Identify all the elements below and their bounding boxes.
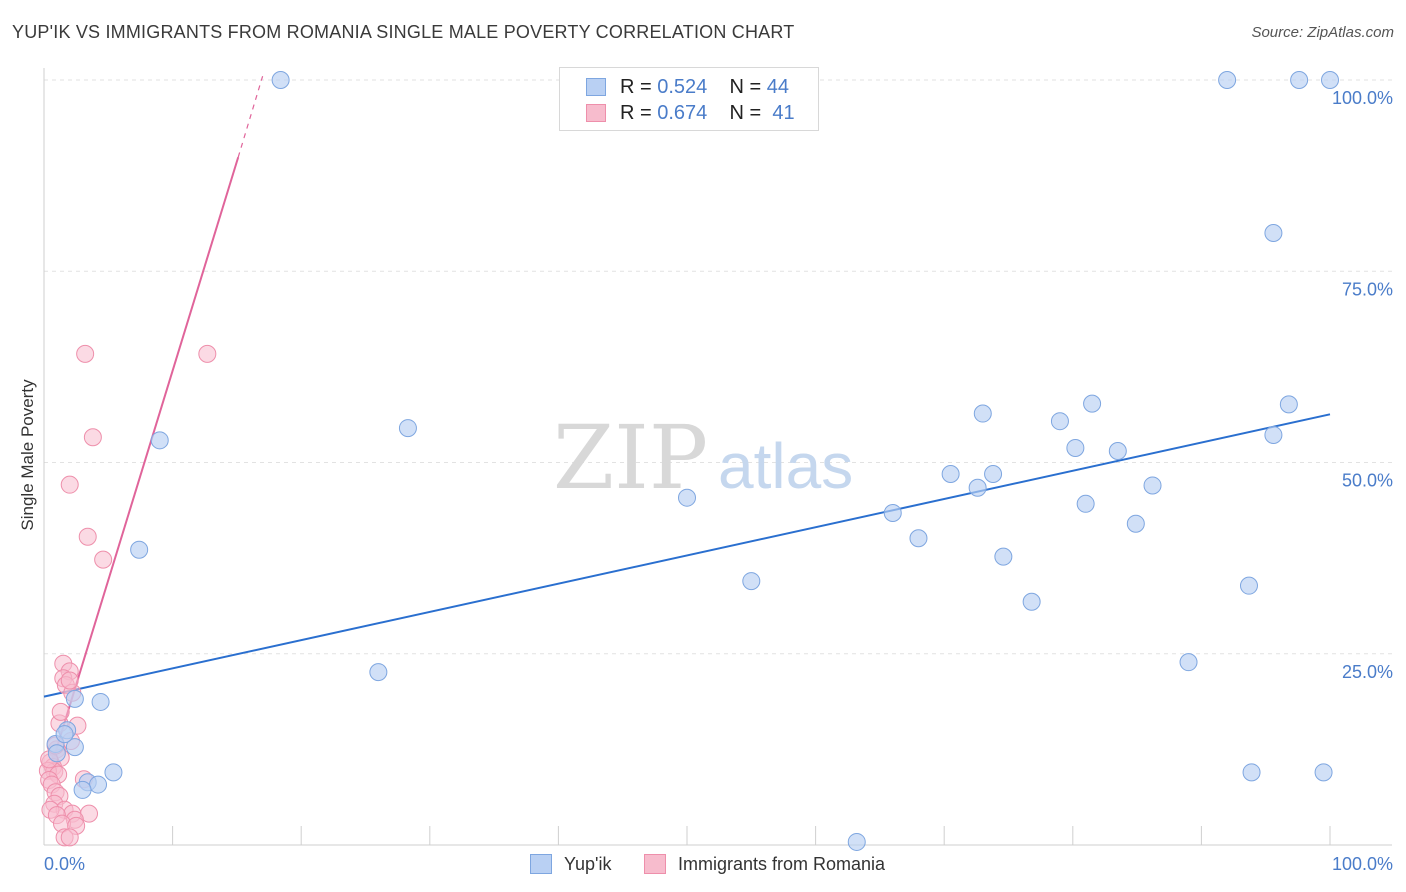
pink-swatch: [586, 104, 606, 122]
legend-row-romania: R = 0.674 N = 41: [586, 101, 795, 125]
legend-row-yupik: R = 0.524 N = 44: [586, 75, 789, 99]
point-yupik: [1126, 514, 1145, 533]
point-yupik: [1264, 425, 1283, 444]
gridlines: [44, 79, 1392, 655]
point-yupik: [104, 763, 123, 782]
point-yupik: [678, 488, 696, 507]
n-label: N =: [729, 101, 762, 124]
point-romania: [83, 428, 102, 447]
point-yupik: [1314, 763, 1333, 782]
point-yupik: [1179, 653, 1198, 672]
point-yupik: [1076, 494, 1095, 513]
chart-title: YUP'IK VS IMMIGRANTS FROM ROMANIA SINGLE…: [12, 22, 795, 42]
tick-labels: 25.0% 50.0% 75.0% 100.0% 0.0% 100.0%: [44, 88, 1393, 874]
r-value: 0.524: [657, 75, 708, 98]
n-value: 44: [766, 75, 790, 98]
point-yupik: [130, 540, 149, 559]
data-points: [38, 71, 1339, 851]
y-tick-label: 25.0%: [1342, 662, 1393, 682]
legend-label: Immigrants from Romania: [678, 853, 886, 874]
point-yupik: [994, 547, 1013, 566]
point-yupik: [150, 431, 169, 450]
trend-line-yupik: [43, 413, 1331, 698]
point-yupik: [1264, 224, 1283, 242]
pink-swatch: [644, 854, 666, 874]
legend-label: Yup'ik: [564, 853, 612, 874]
source-label: Source: ZipAtlas.com: [1251, 24, 1394, 41]
trend-line-romania: [237, 76, 264, 158]
point-yupik: [1242, 763, 1261, 782]
point-romania: [60, 475, 79, 494]
y-tick-label: 100.0%: [1332, 88, 1393, 108]
point-romania: [78, 527, 97, 546]
point-yupik: [1022, 592, 1041, 611]
r-label: R =: [620, 75, 652, 98]
point-romania: [51, 702, 70, 721]
point-yupik: [369, 663, 388, 682]
point-yupik: [1321, 71, 1339, 89]
point-yupik: [984, 464, 1003, 483]
y-tick-label: 75.0%: [1342, 279, 1393, 299]
point-romania: [60, 671, 79, 690]
point-yupik: [271, 71, 290, 89]
point-yupik: [73, 780, 92, 799]
bottom-legend-yupik: Yup'ik: [530, 851, 611, 877]
point-yupik: [1108, 442, 1127, 461]
trend-lines: [43, 76, 1331, 769]
point-yupik: [65, 689, 84, 708]
point-yupik: [398, 419, 417, 438]
point-romania: [60, 828, 79, 847]
y-tick-label: 50.0%: [1342, 471, 1393, 491]
point-romania: [94, 550, 113, 569]
point-yupik: [973, 404, 992, 423]
point-yupik: [847, 832, 866, 851]
point-yupik: [47, 744, 66, 763]
point-yupik: [742, 572, 761, 591]
x-tick-label: 100.0%: [1332, 854, 1393, 874]
point-yupik: [941, 464, 960, 483]
point-yupik: [1239, 576, 1258, 595]
point-yupik: [65, 738, 84, 757]
point-yupik: [1279, 395, 1298, 414]
point-yupik: [883, 503, 902, 522]
point-yupik: [1050, 412, 1069, 431]
watermark-atlas: atlas: [718, 430, 853, 502]
blue-swatch: [530, 854, 552, 874]
point-yupik: [89, 775, 108, 794]
r-label: R =: [620, 101, 652, 124]
r-value: 0.674: [657, 101, 708, 124]
point-yupik: [1218, 71, 1237, 89]
point-yupik: [1083, 394, 1102, 413]
bottom-legend-romania: Immigrants from Romania: [644, 851, 885, 877]
point-yupik: [1290, 71, 1309, 89]
point-yupik: [55, 725, 74, 744]
point-yupik: [1066, 438, 1085, 457]
point-romania: [76, 344, 95, 363]
x-tick-label: 0.0%: [44, 854, 85, 874]
correlation-legend: R = 0.524 N = 44 R = 0.674 N = 41: [559, 67, 819, 131]
point-yupik: [909, 529, 928, 548]
axes: [43, 68, 1392, 846]
point-yupik: [968, 478, 987, 497]
n-value: 41: [772, 101, 795, 124]
point-yupik: [91, 692, 110, 711]
n-label: N =: [729, 75, 762, 98]
trend-line-romania: [49, 156, 240, 769]
point-yupik: [1143, 476, 1162, 495]
point-romania: [198, 344, 217, 363]
blue-swatch: [586, 78, 606, 96]
